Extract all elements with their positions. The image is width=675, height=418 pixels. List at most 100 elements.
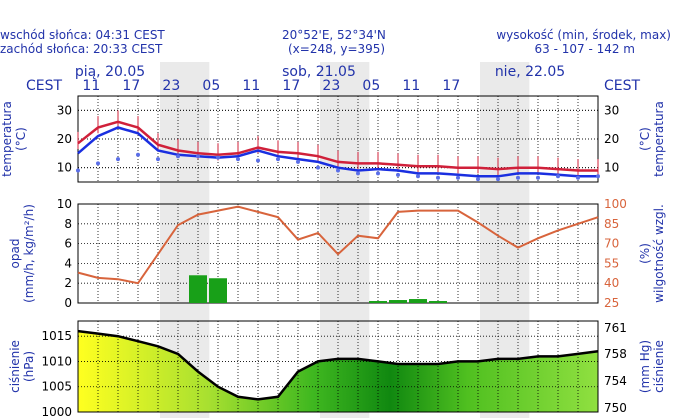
humidity-ytick-right: 55: [604, 256, 619, 270]
axis-title-line: opad: [8, 239, 22, 269]
day-label: sob, 21.05: [282, 64, 356, 80]
sunrise-text: wschód słońca: 04:31 CEST: [0, 28, 165, 42]
dewpoint-point: [396, 172, 400, 177]
humidity-ytick-right: 100: [604, 197, 627, 211]
axis-title-line: (°C): [638, 127, 652, 151]
temp-ytick-left: 10: [57, 161, 72, 175]
humidity-ytick-right: 70: [604, 237, 619, 251]
humidity-ytick-right: 25: [604, 296, 619, 310]
humidity-ylabel-right: (%) wilgotność wzgl.: [638, 204, 666, 303]
chart-panels: [76, 95, 600, 413]
temp-ylabel-left: temperatura (°C): [0, 101, 28, 177]
tz-label-right: CEST: [604, 78, 641, 94]
dewpoint-point: [436, 175, 440, 180]
grid-text: (x=248, y=395): [288, 42, 386, 56]
precip-bar: [429, 301, 447, 303]
axis-title-line: ciśnienie: [8, 340, 22, 393]
precip-ylabel-left: opad (mm/h, kg/m²/h): [8, 204, 36, 303]
dewpoint-point: [476, 177, 480, 182]
dewpoint-point: [596, 174, 600, 179]
precip-bar: [389, 300, 407, 303]
hour-tick-label: 05: [202, 78, 220, 94]
pressure-ytick-left: 1000: [41, 405, 72, 418]
axis-title-line: temperatura: [652, 101, 666, 177]
precip-bar: [189, 275, 207, 303]
dewpoint-point: [256, 158, 260, 163]
axis-title-line: wilgotność wzgl.: [652, 204, 666, 303]
axis-title-line: (%): [638, 243, 652, 264]
pressure-ytick-right: 761: [604, 321, 627, 335]
day-label: pią, 20.05: [75, 64, 145, 80]
humidity-ytick-right: 40: [604, 276, 619, 290]
temp-ytick-left: 20: [57, 132, 72, 146]
temp-ytick-right: 10: [604, 161, 619, 175]
pressure-ylabel-left: ciśnienie (hPa): [8, 340, 36, 393]
dewpoint-point: [316, 165, 320, 170]
altitude-label: wysokość (min, środek, max): [496, 28, 671, 42]
hour-tick-label: 11: [82, 78, 100, 94]
coords-text: 20°52'E, 52°34'N: [282, 28, 386, 42]
axis-labels: CEST CEST pią, 20.05 sob, 21.05 nie, 22.05 11…: [0, 64, 666, 418]
day-label: nie, 22.05: [495, 64, 565, 80]
dewpoint-point: [556, 174, 560, 179]
pressure-ylabel-right: (mm Hg) ciśnienie: [638, 340, 666, 393]
precip-ytick-left: 8: [64, 217, 72, 231]
altitude-values: 63 - 107 - 142 m: [534, 42, 636, 56]
dewpoint-point: [156, 157, 160, 162]
pressure-ytick-left: 1015: [41, 329, 72, 343]
precip-ytick-left: 6: [64, 237, 72, 251]
dewpoint-point: [336, 168, 340, 173]
hour-tick-label: 17: [442, 78, 460, 94]
axis-title-line: (°C): [14, 127, 28, 151]
dewpoint-point: [356, 171, 360, 176]
hour-tick-label: 11: [242, 78, 260, 94]
axis-title-line: ciśnienie: [652, 340, 666, 393]
temp-ylabel-right: (°C) temperatura: [638, 101, 666, 177]
humidity-ytick-right: 85: [604, 217, 619, 231]
dewpoint-point: [496, 177, 500, 182]
pressure-ytick-left: 1005: [41, 380, 72, 394]
precip-ytick-left: 2: [64, 276, 72, 290]
precip-bar: [409, 299, 427, 303]
pressure-ytick-left: 1010: [41, 354, 72, 368]
dewpoint-point: [376, 171, 380, 176]
dewpoint-point: [176, 154, 180, 159]
temp-line: [77, 120, 598, 172]
pressure-ytick-right: 758: [604, 347, 627, 361]
dewpoint-point: [576, 175, 580, 180]
axis-title-line: temperatura: [0, 101, 14, 177]
precip-ytick-left: 10: [57, 197, 72, 211]
dewpoint-point: [536, 175, 540, 180]
hour-tick-label: 17: [282, 78, 300, 94]
temp2-line: [77, 126, 598, 178]
pressure-area: [78, 331, 598, 412]
precip-ytick-left: 0: [64, 296, 72, 310]
dewpoint-point: [76, 168, 80, 173]
hour-tick-label: 23: [322, 78, 340, 94]
axis-title-line: (mm Hg): [638, 340, 652, 393]
dewpoint-point: [116, 157, 120, 162]
dewpoint-point: [96, 161, 100, 166]
hour-tick-label: 17: [122, 78, 140, 94]
dewpoint-point: [296, 159, 300, 164]
dewpoint-point: [416, 174, 420, 179]
axis-title-line: (mm/h, kg/m²/h): [22, 204, 36, 303]
temp-ytick-left: 30: [57, 103, 72, 117]
temp-ytick-right: 20: [604, 132, 619, 146]
dewpoint-point: [136, 152, 140, 157]
axis-title-line: (hPa): [22, 351, 36, 382]
sunset-text: zachód słońca: 20:33 CEST: [0, 42, 163, 56]
temp-ytick-right: 30: [604, 103, 619, 117]
precip-bar: [209, 278, 227, 303]
dewpoint-point: [456, 175, 460, 180]
pressure-line: [77, 329, 599, 401]
precip-ytick-left: 4: [64, 256, 72, 270]
dewpoint-point: [196, 154, 200, 159]
hour-tick-label: 23: [162, 78, 180, 94]
humidity-line: [77, 205, 599, 285]
hour-tick-label: 11: [402, 78, 420, 94]
tz-label-left: CEST: [26, 78, 63, 94]
dewpoint-point: [236, 157, 240, 162]
dewpoint-point: [216, 155, 220, 160]
